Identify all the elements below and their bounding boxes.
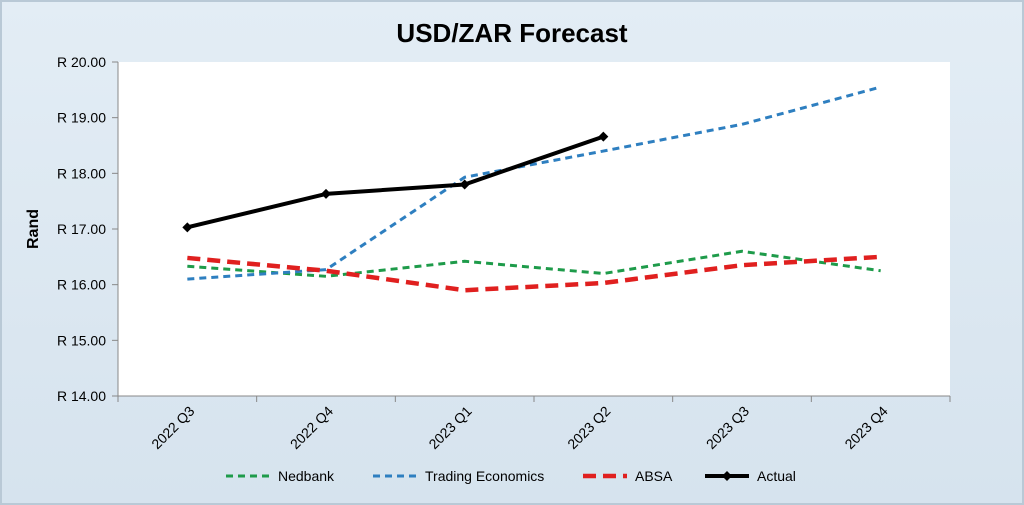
y-tick-label: R 19.00	[57, 110, 106, 126]
series-line	[187, 249, 881, 278]
data-point	[182, 222, 193, 233]
chart-title: USD/ZAR Forecast	[396, 18, 627, 48]
data-point	[459, 179, 470, 190]
y-tick-label: R 14.00	[57, 388, 106, 404]
legend-label: Trading Economics	[425, 468, 544, 484]
series-actual	[182, 131, 609, 233]
y-tick-label: R 17.00	[57, 221, 106, 237]
legend-label: Actual	[757, 468, 796, 484]
y-tick-label: R 20.00	[57, 54, 106, 70]
x-tick-label: 2023 Q1	[425, 403, 474, 452]
series-trading-economics	[187, 85, 882, 281]
series-nedbank	[187, 249, 881, 278]
legend-label: Nedbank	[278, 468, 335, 484]
plot-area	[118, 62, 950, 396]
series-layer	[182, 85, 882, 293]
legend-marker	[722, 471, 732, 481]
x-tick-label: 2023 Q4	[841, 403, 890, 452]
y-axis-label: Rand	[25, 209, 42, 249]
legend: Nedbank Trading Economics ABSA Actual	[226, 468, 796, 484]
y-tick-label: R 18.00	[57, 165, 106, 181]
x-tick-label: 2023 Q3	[703, 403, 752, 452]
data-point	[598, 131, 609, 142]
legend-label: ABSA	[635, 468, 673, 484]
y-tick-label: R 16.00	[57, 277, 106, 293]
data-point	[321, 188, 331, 199]
series-line	[187, 254, 881, 293]
series-line	[186, 134, 604, 230]
series-absa	[187, 254, 881, 293]
x-tick-label: 2022 Q3	[148, 403, 197, 452]
series-line	[187, 85, 882, 281]
x-tick-label: 2023 Q2	[564, 403, 613, 452]
y-tick-label: R 15.00	[57, 332, 106, 348]
x-tick-label: 2022 Q4	[287, 403, 336, 452]
